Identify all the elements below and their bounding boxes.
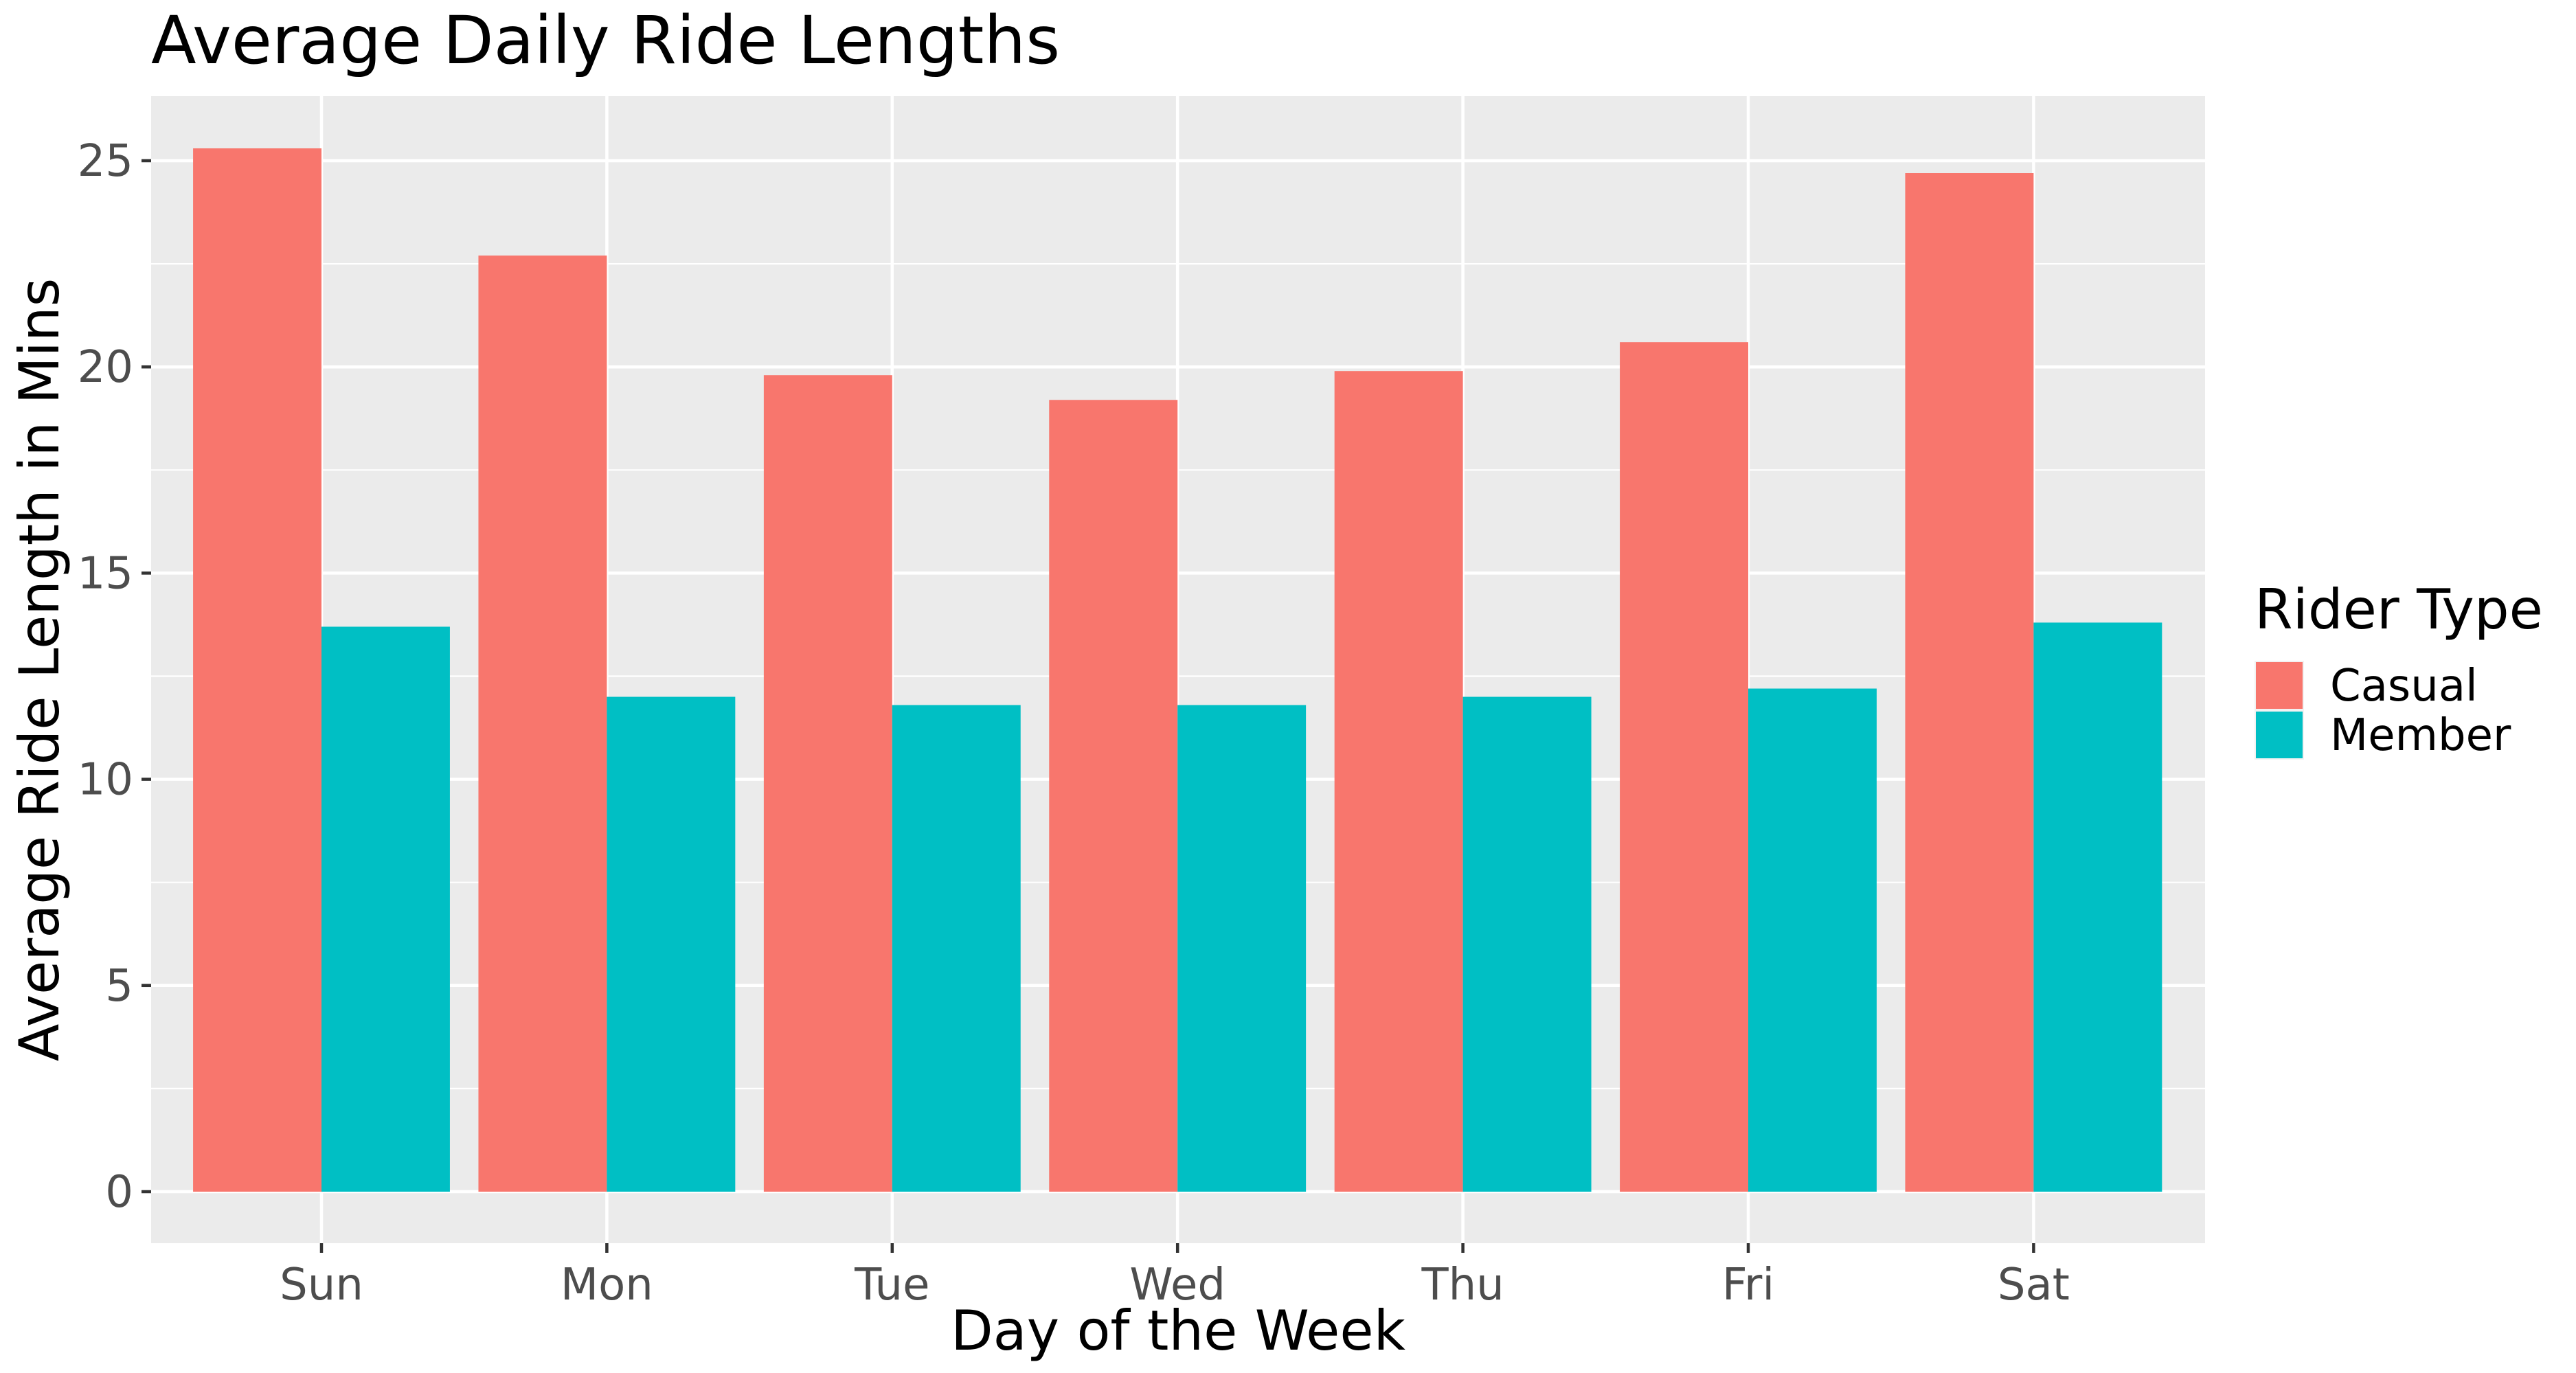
bar-casual-sat <box>1905 173 2034 1192</box>
y-tick-label: 20 <box>78 342 133 393</box>
y-tick-label: 0 <box>105 1167 133 1218</box>
bar-casual-sun <box>193 148 321 1192</box>
y-tick-label: 10 <box>78 755 133 806</box>
x-axis-title: Day of the Week <box>951 1299 1406 1363</box>
bar-casual-thu <box>1334 371 1463 1192</box>
bar-member-fri <box>1748 688 1877 1192</box>
x-tick-label: Fri <box>1722 1260 1774 1310</box>
x-tick-label: Wed <box>1129 1260 1225 1310</box>
bar-casual-mon <box>478 256 607 1192</box>
y-tick-label: 15 <box>78 548 133 599</box>
bar-member-sun <box>321 626 450 1192</box>
x-tick-label: Sun <box>280 1260 363 1310</box>
x-tick-label: Tue <box>854 1260 929 1310</box>
y-tick-label: 5 <box>105 961 133 1012</box>
bar-member-thu <box>1462 696 1592 1192</box>
legend-swatch-member <box>2256 712 2303 758</box>
x-tick-label: Mon <box>561 1260 653 1310</box>
bar-member-mon <box>607 696 736 1192</box>
x-tick-label: Sat <box>1998 1260 2070 1310</box>
legend-swatch-casual <box>2256 662 2303 709</box>
legend-label-casual: Casual <box>2330 661 2478 712</box>
bar-casual-fri <box>1620 342 1748 1192</box>
bar-member-wed <box>1177 705 1307 1192</box>
bar-member-tue <box>892 705 1021 1192</box>
y-axis-title: Average Ride Length in Mins <box>8 278 71 1062</box>
y-tick-label: 25 <box>78 136 133 187</box>
x-tick-label: Thu <box>1421 1260 1504 1310</box>
bar-casual-wed <box>1049 400 1178 1192</box>
bar-member-sat <box>2033 622 2162 1192</box>
bars <box>193 148 2162 1192</box>
legend-title: Rider Type <box>2255 578 2543 642</box>
chart-title: Average Daily Ride Lengths <box>151 2 1060 79</box>
y-axis: 0 5 10 15 20 25 <box>78 136 151 1218</box>
bar-casual-tue <box>763 375 892 1192</box>
legend-label-member: Member <box>2330 710 2511 761</box>
x-axis: Sun Mon Tue Wed Thu Fri Sat <box>280 1243 2070 1310</box>
